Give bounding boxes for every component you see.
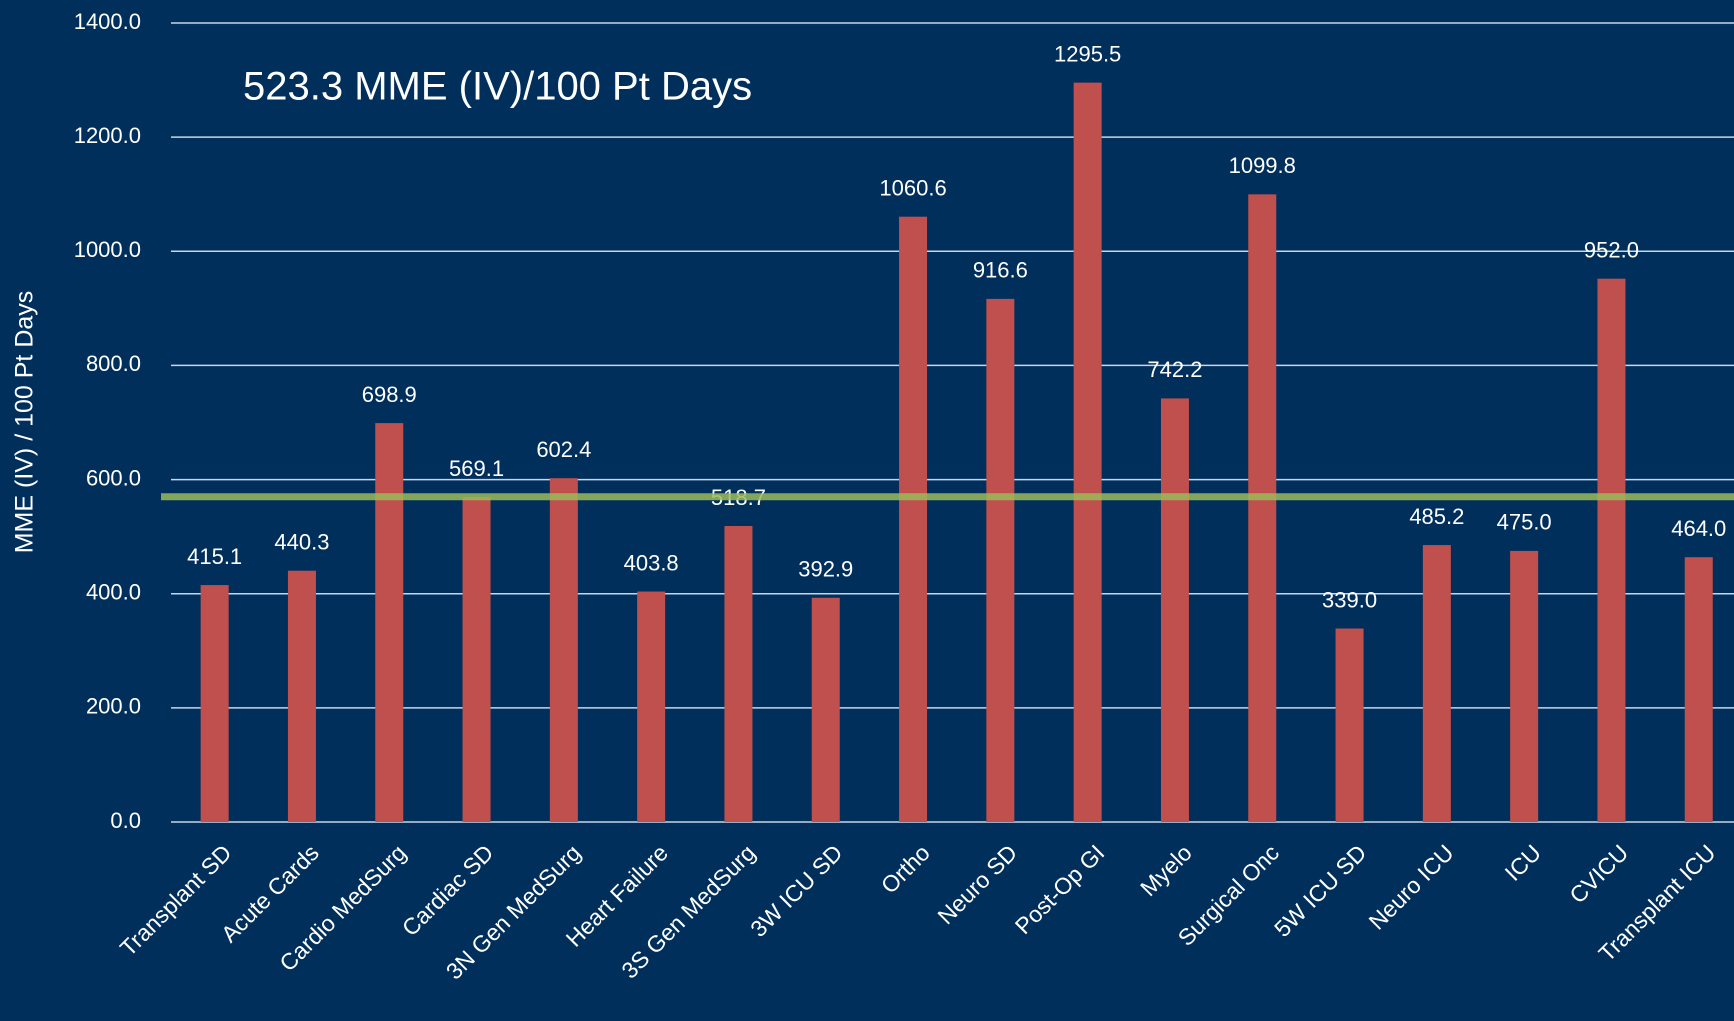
y-tick-label: 1400.0 <box>74 9 141 34</box>
y-tick-label: 1200.0 <box>74 123 141 148</box>
y-tick-label: 0.0 <box>110 808 141 833</box>
value-label: 569.1 <box>449 456 504 481</box>
y-tick-label: 600.0 <box>86 465 141 490</box>
value-label: 485.2 <box>1409 504 1464 529</box>
value-label: 464.0 <box>1671 516 1726 541</box>
value-label: 392.9 <box>798 557 853 582</box>
bar <box>1073 82 1102 822</box>
bar <box>724 525 753 822</box>
value-label: 742.2 <box>1147 357 1202 382</box>
bar <box>1684 557 1713 822</box>
value-label: 698.9 <box>362 382 417 407</box>
bar <box>200 585 229 822</box>
value-label: 1295.5 <box>1054 41 1121 66</box>
bar <box>462 497 491 822</box>
value-label: 339.0 <box>1322 587 1377 612</box>
bar <box>899 216 928 822</box>
y-tick-label: 200.0 <box>86 694 141 719</box>
y-axis-title: MME (IV) / 100 Pt Days <box>11 291 39 554</box>
bar <box>1597 278 1626 822</box>
y-tick-label: 1000.0 <box>74 237 141 262</box>
value-label: 1060.6 <box>879 176 946 201</box>
annotation: 523.3 MME (IV)/100 Pt Days <box>243 65 752 109</box>
value-label: 952.0 <box>1584 237 1639 262</box>
y-tick-label: 800.0 <box>86 351 141 376</box>
bar <box>637 591 666 822</box>
value-label: 415.1 <box>187 544 242 569</box>
bar <box>287 570 316 822</box>
bar <box>811 597 840 822</box>
y-tick-label: 400.0 <box>86 580 141 605</box>
value-label: 403.8 <box>624 550 679 575</box>
bar <box>1510 550 1539 822</box>
value-label: 475.0 <box>1497 510 1552 535</box>
bar <box>1248 194 1277 822</box>
bar <box>375 423 404 822</box>
bar <box>549 478 578 822</box>
value-label: 1099.8 <box>1229 153 1296 178</box>
bar <box>986 298 1015 822</box>
bar <box>1335 628 1364 822</box>
value-label: 440.3 <box>274 530 329 555</box>
value-label: 602.4 <box>536 437 591 462</box>
value-label: 916.6 <box>973 258 1028 283</box>
bar <box>1422 545 1451 822</box>
bar <box>1160 398 1189 822</box>
